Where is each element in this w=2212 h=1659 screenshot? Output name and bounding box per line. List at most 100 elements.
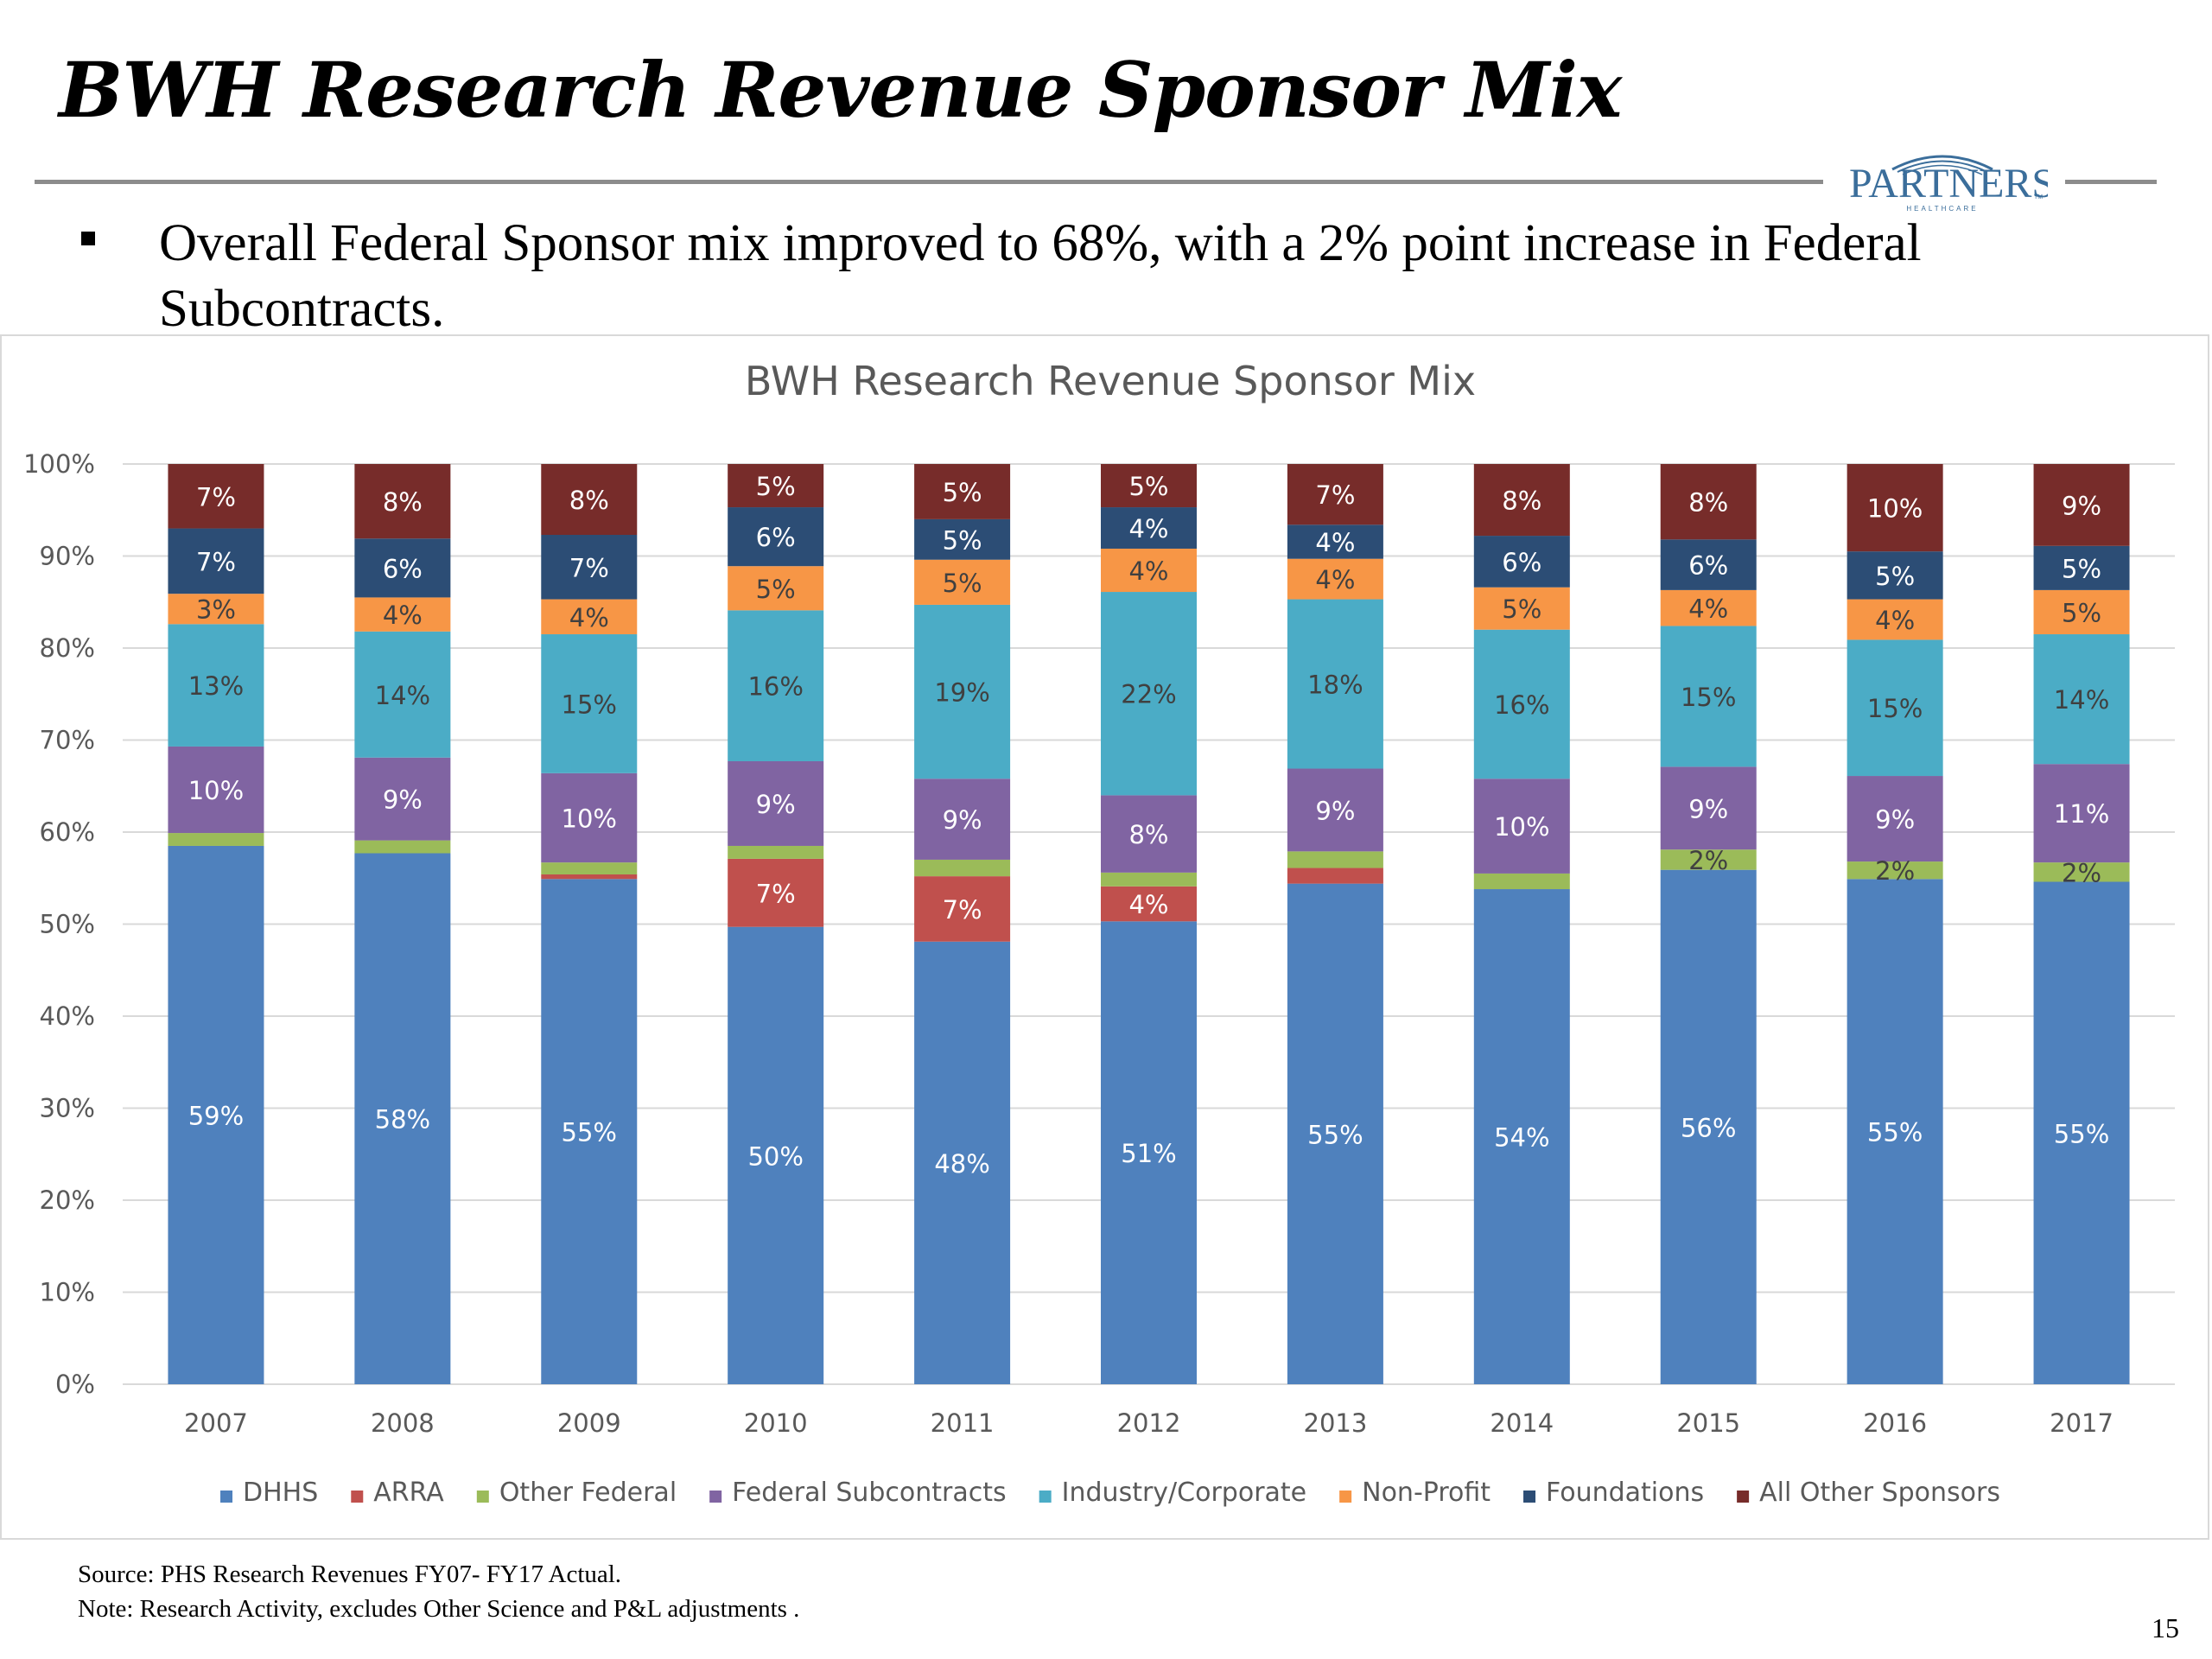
data-label: 10% (562, 804, 617, 833)
bar-segment (728, 610, 824, 761)
data-label: 7% (1315, 480, 1355, 510)
bar-segment (541, 874, 638, 880)
legend-item: Federal Subcontracts (709, 1478, 1007, 1508)
bar-segment (1847, 639, 1943, 777)
bar-segment (1101, 921, 1197, 1384)
legend-swatch (1523, 1491, 1536, 1503)
bullet-text: Overall Federal Sponsor mix improved to … (159, 214, 1922, 338)
bar-segment (1101, 548, 1197, 593)
data-label: 6% (1688, 551, 1728, 581)
data-label: 4% (383, 601, 423, 630)
data-label: 6% (756, 523, 796, 552)
data-label: 9% (2062, 491, 2101, 520)
legend-item: Foundations (1523, 1478, 1704, 1508)
data-label: 55% (2054, 1119, 2109, 1148)
data-label: 48% (934, 1149, 989, 1179)
bar-segment (1101, 464, 1197, 508)
data-label: 8% (383, 487, 423, 517)
bar-segment (914, 876, 1011, 942)
bar-segment (354, 597, 451, 632)
data-label: 7% (569, 553, 609, 582)
bar-segment (1660, 464, 1757, 540)
bar-segment (728, 926, 824, 1384)
data-label: 10% (1494, 812, 1549, 842)
x-tick-label: 2010 (744, 1408, 808, 1438)
bar-segment (1101, 886, 1197, 922)
bar-segment (1473, 779, 1570, 874)
legend: DHHS ARRA Other Federal Federal Subcontract… (220, 1478, 2000, 1508)
y-tick-label: 30% (40, 1094, 95, 1123)
y-tick-label: 80% (40, 633, 95, 663)
logo-text: PARTNERS. (1849, 161, 2048, 207)
data-label: 9% (943, 805, 982, 835)
y-tick-label: 40% (40, 1001, 95, 1031)
legend-label: Foundations (1546, 1478, 1704, 1508)
bar-segment (1660, 869, 1757, 1384)
data-labels: 59% 10% 13% 3% 7% 7% 58% 9% 14% 4% 6% 8% 55% 10% 15% 4%… (188, 472, 2110, 1179)
y-tick-label: 20% (40, 1185, 95, 1215)
legend-item: DHHS (220, 1478, 318, 1508)
data-label: 58% (375, 1105, 430, 1135)
bar-segment (1660, 539, 1757, 590)
bar-segment (1847, 879, 1943, 1384)
bar-segment (1847, 599, 1943, 640)
data-label: 7% (196, 482, 236, 512)
x-tick-label: 2016 (1863, 1408, 1927, 1438)
y-tick-label: 90% (40, 542, 95, 571)
data-label: 4% (1688, 594, 1728, 624)
bar-segment (1473, 587, 1570, 630)
legend-item: Non-Profit (1339, 1478, 1491, 1508)
bar-segment (1101, 592, 1197, 796)
bar-segment (1287, 768, 1383, 852)
y-tick-label: 100% (23, 449, 95, 479)
data-label: 5% (756, 472, 796, 501)
legend-item: All Other Sponsors (1737, 1478, 2000, 1508)
bar-segment (1847, 551, 1943, 600)
legend-label: Non-Profit (1362, 1478, 1491, 1508)
bar-segment (541, 772, 638, 863)
x-tick-label: 2008 (371, 1408, 435, 1438)
bar-segment (168, 624, 264, 747)
bar-segment (354, 631, 451, 758)
bar-segment (354, 840, 451, 854)
data-label: 5% (943, 478, 982, 507)
bar-segment (1287, 524, 1383, 559)
data-label: 4% (1128, 556, 1168, 586)
data-label: 4% (569, 603, 609, 632)
data-label: 3% (196, 595, 236, 625)
data-label: 8% (1128, 820, 1168, 849)
bar-segment (354, 464, 451, 539)
stacked-bar-chart: BWH Research Revenue Sponsor Mix 59% 10% 1… (23, 358, 2175, 1508)
bar-segment (728, 760, 824, 846)
bar-segment (541, 862, 638, 874)
bar-segment (914, 604, 1011, 779)
bar-segment (1101, 795, 1197, 873)
data-label: 8% (1688, 488, 1728, 518)
bar-segment (728, 858, 824, 927)
bar-segment (2033, 881, 2130, 1384)
x-tick-label: 2007 (184, 1408, 248, 1438)
y-tick-label: 10% (40, 1278, 95, 1307)
bar-segment (1287, 599, 1383, 769)
bar-segment (354, 538, 451, 598)
data-label: 9% (1688, 794, 1728, 823)
data-label: 10% (188, 776, 244, 805)
bar-segment (1287, 883, 1383, 1384)
legend-swatch (351, 1491, 364, 1503)
data-label: 5% (943, 525, 982, 555)
data-label: 6% (383, 554, 423, 583)
data-label: 9% (1315, 796, 1355, 825)
bullet-marker (81, 232, 95, 245)
x-tick-label: 2013 (1304, 1408, 1368, 1438)
bar-segment (1473, 889, 1570, 1384)
bar-segment (1847, 464, 1943, 552)
chart-title: BWH Research Revenue Sponsor Mix (745, 358, 1476, 404)
legend-swatch (220, 1491, 233, 1503)
bar-segment (168, 833, 264, 846)
bar-segment (1847, 776, 1943, 862)
data-label: 59% (188, 1101, 244, 1130)
data-label: 22% (1121, 680, 1176, 709)
data-label: 4% (1315, 565, 1355, 594)
data-label: 5% (943, 569, 982, 598)
bar-segment (168, 528, 264, 594)
